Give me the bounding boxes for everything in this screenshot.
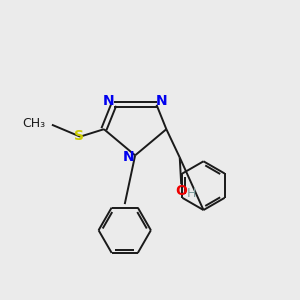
Text: O: O [175, 184, 187, 198]
Text: N: N [103, 94, 114, 108]
Text: S: S [74, 129, 84, 143]
Text: H: H [186, 188, 196, 200]
Text: N: N [123, 150, 134, 164]
Text: CH₃: CH₃ [22, 117, 45, 130]
Text: N: N [156, 94, 168, 108]
